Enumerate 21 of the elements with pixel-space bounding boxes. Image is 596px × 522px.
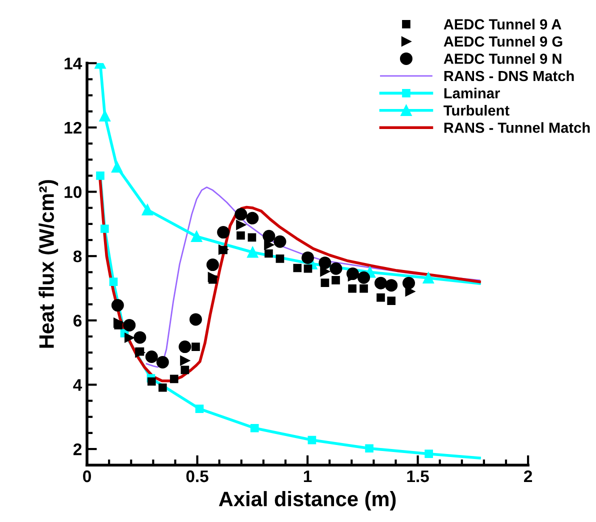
y-axis-title: Heat flux (W/cm²) bbox=[38, 180, 58, 348]
legend-label: Turbulent bbox=[444, 104, 510, 116]
legend-label: Laminar bbox=[444, 88, 500, 98]
y-tick-label: 2 bbox=[73, 443, 82, 456]
legend-label: RANS - Tunnel Match bbox=[444, 122, 590, 133]
x-tick-label: 1 bbox=[304, 470, 312, 482]
y-tick-label: 6 bbox=[73, 314, 82, 327]
x-tick-label: 0 bbox=[83, 470, 91, 482]
legend-label: AEDC Tunnel 9 N bbox=[444, 53, 562, 64]
y-tick-label: 8 bbox=[73, 250, 82, 262]
x-tick-label: 0.5 bbox=[186, 470, 208, 482]
legend-label: AEDC Tunnel 9 G bbox=[444, 36, 562, 47]
legend-label: RANS - DNS Match bbox=[444, 70, 574, 82]
x-tick-label: 1.5 bbox=[407, 470, 429, 482]
y-tick-label: 12 bbox=[64, 122, 82, 134]
y-tick-label: 4 bbox=[73, 379, 82, 391]
x-axis-title: Axial distance (m) bbox=[218, 491, 396, 510]
y-tick-label: 14 bbox=[64, 58, 82, 70]
legend-label: AEDC Tunnel 9 A bbox=[444, 18, 562, 30]
y-tick-label: 10 bbox=[64, 186, 82, 198]
x-tick-label: 2 bbox=[524, 470, 532, 482]
